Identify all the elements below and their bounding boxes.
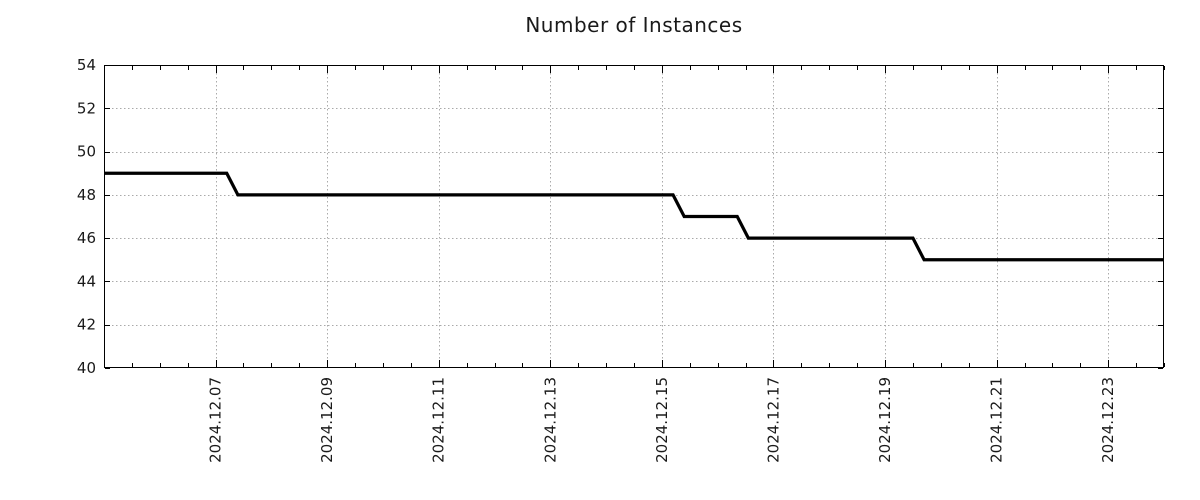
x-tick-label: 2024.12.09	[318, 377, 336, 463]
x-tick-label: 2024.12.15	[653, 377, 671, 463]
x-tick-label: 2024.12.19	[876, 377, 894, 463]
x-tick-label: 2024.12.23	[1099, 377, 1117, 463]
x-tick-label: 2024.12.21	[988, 377, 1006, 463]
y-tick-label: 44	[77, 272, 96, 290]
chart-title: Number of Instances	[525, 13, 743, 37]
y-tick-label: 40	[77, 359, 96, 377]
axis-ticks	[104, 65, 1165, 369]
x-axis-labels: 2024.12.07 2024.12.09 2024.12.11 2024.12.13…	[207, 377, 1118, 463]
y-tick-label: 46	[77, 229, 96, 247]
instances-step-line	[104, 171, 1164, 262]
y-tick-label: 54	[77, 56, 96, 74]
y-axis-labels: 40 42 44 46 48 50 52 54	[77, 56, 96, 377]
y-tick-label: 42	[77, 316, 96, 334]
x-tick-label: 2024.12.17	[764, 377, 782, 463]
x-tick-label: 2024.12.13	[541, 377, 559, 463]
y-tick-label: 52	[77, 99, 96, 117]
x-tick-label: 2024.12.07	[207, 377, 225, 463]
y-tick-label: 50	[77, 143, 96, 161]
grid-lines	[104, 65, 1164, 368]
x-tick-label: 2024.12.11	[430, 377, 448, 463]
plot-border	[104, 65, 1164, 368]
y-tick-label: 48	[77, 186, 96, 204]
